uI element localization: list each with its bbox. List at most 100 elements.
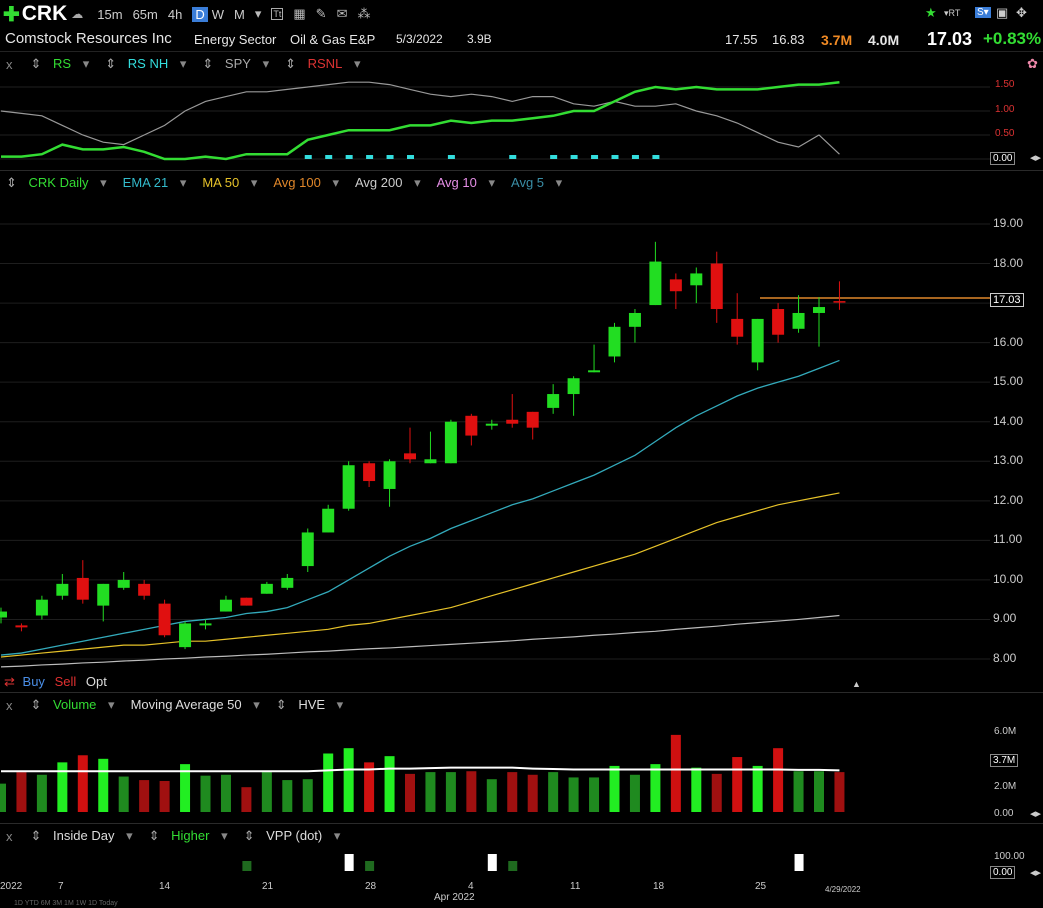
- month-label: Apr 2022: [434, 892, 475, 903]
- avg200-item[interactable]: Avg 200 ▾: [354, 175, 421, 190]
- ma50-item[interactable]: MA 50 ▾: [202, 175, 258, 190]
- candle-body: [506, 419, 519, 424]
- save-icon[interactable]: ▣: [996, 5, 1009, 20]
- date-tick-label: 2022: [0, 881, 23, 892]
- date-tick-label: 14: [159, 881, 171, 892]
- hve-label: HVE: [298, 697, 326, 712]
- price-tick-label: 13.00: [993, 453, 1024, 468]
- avg5-item[interactable]: Avg 5 ▾: [511, 175, 563, 190]
- volume-panel-header: x ⇕ Volume ▾ Moving Average 50 ▾ ⇕ HVE ▾: [6, 695, 359, 715]
- rsnl-label: RSNL: [307, 56, 343, 71]
- volume-bar: [568, 777, 579, 812]
- candle-body: [0, 611, 7, 618]
- rs-line: [1, 80, 840, 161]
- candle-body: [301, 532, 314, 567]
- candle-body: [710, 263, 723, 310]
- volume-bar: [364, 762, 375, 812]
- volume-bar: [16, 772, 27, 812]
- volume-item[interactable]: ⇕ Volume ▾: [30, 697, 115, 712]
- calculator-icon[interactable]: ▦: [293, 6, 306, 21]
- close-lower-icon[interactable]: x: [6, 828, 13, 844]
- realtime-icon[interactable]: ▾RT: [944, 8, 961, 18]
- candle-body: [138, 583, 151, 596]
- trade-icon[interactable]: ⇄: [4, 674, 15, 689]
- draw-pencil-icon[interactable]: ✎: [315, 6, 327, 21]
- volume-bar: [650, 764, 661, 812]
- move-icon[interactable]: ✥: [1016, 5, 1027, 20]
- lower-last-box: 0.00: [990, 866, 1016, 879]
- volume-bar: [180, 764, 191, 812]
- buy-button[interactable]: Buy: [22, 674, 45, 689]
- range-buttons[interactable]: 1D YTD 6M 3M 1M 1W 1D Today: [14, 900, 118, 907]
- candle-body: [179, 623, 192, 648]
- template-icon[interactable]: Tt: [271, 8, 284, 20]
- add-symbol-icon[interactable]: ✚: [3, 3, 20, 26]
- date-tick-label: 11: [570, 881, 581, 892]
- avg5-label: Avg 5: [511, 175, 545, 190]
- collapse-triangle-icon[interactable]: ▲: [852, 679, 861, 689]
- panel-divider[interactable]: [0, 823, 1043, 824]
- rs-nh-item[interactable]: ⇕ RS NH ▾: [105, 56, 187, 71]
- lower-scroll-icon[interactable]: ◂▸: [1030, 867, 1042, 879]
- ma50-volume-label: Moving Average 50: [130, 697, 242, 712]
- sector[interactable]: Energy Sector: [194, 32, 277, 47]
- candle-body: [628, 312, 641, 327]
- symbol-name[interactable]: CRK: [21, 2, 68, 25]
- rs-new-high-dot: [325, 155, 333, 159]
- higher-item[interactable]: ⇕ Higher ▾: [148, 828, 228, 843]
- top-toolbar: ✚ CRK ☁ 15m 65m 4h D W M ▾ Tt ▦ ✎ ✉ ⁂ ★ …: [0, 0, 1043, 28]
- date-tick-label: 18: [653, 881, 665, 892]
- timeframe-65m[interactable]: 65m: [132, 6, 158, 22]
- avg10-item[interactable]: Avg 10 ▾: [436, 175, 496, 190]
- settings-badge-icon[interactable]: S▾: [975, 7, 991, 18]
- candle-body: [731, 318, 744, 337]
- opt-button[interactable]: Opt: [85, 674, 107, 689]
- volume-bar: [507, 772, 518, 812]
- rs-new-high-dot: [652, 155, 660, 159]
- note-icon[interactable]: ✉: [336, 6, 348, 21]
- candle-body: [15, 625, 28, 628]
- ma50-label: MA 50: [202, 175, 240, 190]
- ma50-volume-item[interactable]: Moving Average 50 ▾: [130, 697, 260, 712]
- favorite-star-icon[interactable]: ★: [925, 5, 937, 20]
- color-palette-icon[interactable]: ✿: [1027, 56, 1038, 71]
- panel-divider[interactable]: [0, 170, 1043, 171]
- close-volume-icon[interactable]: x: [6, 697, 13, 713]
- timeframe-w[interactable]: W: [211, 6, 224, 22]
- spy-line: [0, 81, 840, 155]
- price-axis[interactable]: 19.0018.0017.0016.0015.0014.0013.0012.00…: [990, 195, 1043, 675]
- spy-item[interactable]: ⇕ SPY ▾: [202, 56, 270, 71]
- candle-body: [690, 273, 703, 286]
- timeframe-dropdown-icon[interactable]: ▾: [254, 6, 262, 21]
- candle-body: [649, 261, 662, 306]
- volume-bar: [589, 777, 600, 812]
- quote-date: 5/3/2022: [396, 32, 443, 46]
- crk-daily-item[interactable]: ⇕ CRK Daily ▾: [6, 175, 107, 190]
- ema21-item[interactable]: EMA 21 ▾: [122, 175, 187, 190]
- alert-icon[interactable]: ☁: [71, 7, 84, 21]
- candle-body: [281, 577, 294, 588]
- panel-divider[interactable]: [0, 692, 1043, 693]
- hve-item[interactable]: ⇕ HVE ▾: [275, 697, 344, 712]
- industry[interactable]: Oil & Gas E&P: [290, 32, 376, 47]
- timeframe-d[interactable]: D: [192, 6, 208, 22]
- timeframe-4h[interactable]: 4h: [167, 6, 183, 22]
- close-panel-icon[interactable]: x: [6, 56, 13, 72]
- sell-button[interactable]: Sell: [54, 674, 77, 689]
- vpp-item[interactable]: ⇕ VPP (dot) ▾: [243, 828, 341, 843]
- inside-day-item[interactable]: ⇕ Inside Day ▾: [30, 828, 133, 843]
- price-chart[interactable]: [0, 195, 990, 675]
- rs-new-high-dot: [366, 155, 374, 159]
- volume-scroll-icon[interactable]: ◂▸: [1030, 808, 1042, 820]
- rs-item[interactable]: ⇕ RS ▾: [30, 56, 90, 71]
- rs-scroll-icon[interactable]: ◂▸: [1030, 152, 1042, 164]
- timeframe-15m[interactable]: 15m: [97, 6, 123, 22]
- timeframe-m[interactable]: M: [234, 6, 245, 22]
- avg100-item[interactable]: Avg 100 ▾: [273, 175, 339, 190]
- price-panel-header: ⇕ CRK Daily ▾ EMA 21 ▾ MA 50 ▾ Avg 100 ▾…: [6, 173, 578, 193]
- price-tick-label: 14.00: [993, 413, 1024, 428]
- rsnl-item[interactable]: ⇕ RSNL ▾: [285, 56, 361, 71]
- share-icon[interactable]: ⁂: [357, 6, 371, 21]
- info-bar: Comstock Resources Inc Energy Sector Oil…: [0, 28, 1043, 52]
- vol-tick-6m: 6.0M: [994, 726, 1017, 737]
